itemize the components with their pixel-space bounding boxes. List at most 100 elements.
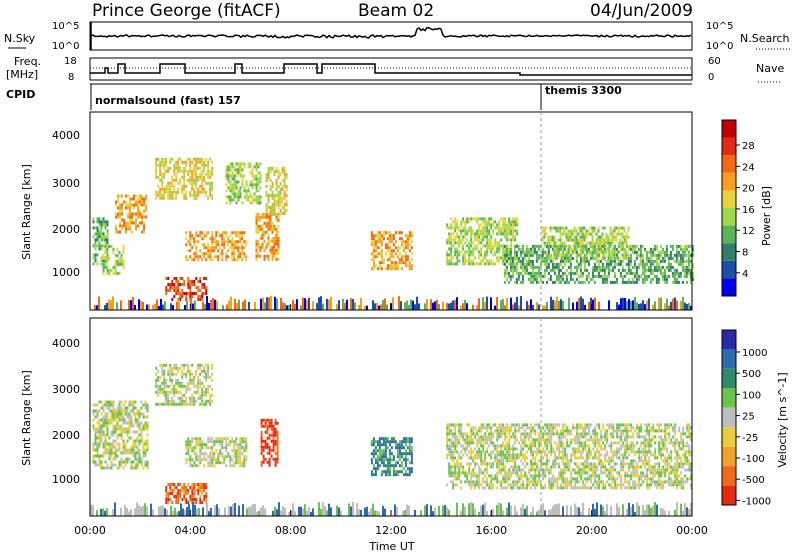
- heatmap-cell: [450, 235, 452, 238]
- heatmap-cell: [117, 248, 119, 251]
- heatmap-cell: [600, 251, 602, 254]
- heatmap-cell: [113, 416, 115, 419]
- heatmap-cell: [101, 259, 103, 262]
- heatmap-cell: [534, 474, 536, 477]
- heatmap-cell: [634, 297, 636, 310]
- heatmap-cell: [179, 400, 181, 403]
- heatmap-cell: [544, 227, 546, 230]
- heatmap-cell: [596, 248, 598, 251]
- heatmap-cell: [550, 269, 552, 272]
- heatmap-cell: [454, 468, 456, 471]
- heatmap-cell: [580, 245, 582, 248]
- heatmap-cell: [119, 263, 121, 266]
- heatmap-cell: [385, 473, 387, 476]
- heatmap-cell: [566, 227, 568, 230]
- heatmap-cell: [652, 260, 654, 263]
- heatmap-cell: [606, 260, 608, 263]
- heatmap-cell: [171, 179, 173, 182]
- heatmap-cell: [239, 461, 241, 464]
- heatmap-cell: [99, 443, 101, 446]
- heatmap-cell: [510, 456, 512, 459]
- heatmap-cell: [516, 278, 518, 281]
- heatmap-cell: [658, 269, 660, 272]
- heatmap-cell: [119, 404, 121, 407]
- heatmap-cell: [121, 419, 123, 422]
- heatmap-cell: [654, 245, 656, 248]
- heatmap-cell: [405, 461, 407, 464]
- heatmap-cell: [161, 197, 163, 200]
- heatmap-cell: [207, 388, 209, 391]
- heatmap-cell: [199, 364, 201, 367]
- heatmap-cell: [201, 283, 203, 286]
- heatmap-cell: [572, 248, 574, 251]
- heatmap-cell: [628, 254, 630, 257]
- heatmap-cell: [452, 459, 454, 462]
- heatmap-cell: [133, 198, 135, 201]
- heatmap-cell: [648, 266, 650, 269]
- heatmap-cell: [532, 266, 534, 269]
- heatmap-cell: [243, 464, 245, 467]
- heatmap-cell: [686, 260, 688, 263]
- heatmap-cell: [502, 232, 504, 235]
- heatmap-cell: [159, 170, 161, 173]
- heatmap-cell: [117, 437, 119, 440]
- heatmap-cell: [602, 236, 604, 239]
- heatmap-cell: [668, 263, 670, 266]
- heatmap-cell: [197, 161, 199, 164]
- heatmap-cell: [582, 299, 584, 310]
- heatmap-cell: [189, 370, 191, 373]
- heatmap-cell: [101, 244, 103, 247]
- heatmap-cell: [274, 200, 276, 203]
- heatmap-cell: [389, 249, 391, 252]
- heatmap-cell: [516, 468, 518, 471]
- heatmap-cell: [582, 257, 584, 260]
- heatmap-cell: [498, 444, 500, 447]
- heatmap-cell: [624, 230, 626, 233]
- heatmap-cell: [598, 245, 600, 248]
- heatmap-cell: [383, 231, 385, 234]
- heatmap-cell: [409, 437, 411, 440]
- heatmap-cell: [138, 299, 140, 310]
- heatmap-cell: [586, 242, 588, 245]
- power-ytick-1000: 1000: [52, 266, 80, 279]
- heatmap-cell: [211, 173, 213, 176]
- heatmap-cell: [472, 429, 474, 432]
- heatmap-cell: [163, 176, 165, 179]
- heatmap-cell: [165, 400, 167, 403]
- heatmap-cell: [393, 255, 395, 258]
- heatmap-cell: [205, 164, 207, 167]
- heatmap-cell: [652, 272, 654, 275]
- heatmap-cell: [111, 269, 113, 272]
- heatmap-cell: [558, 251, 560, 254]
- heatmap-cell: [482, 462, 484, 465]
- heatmap-cell: [510, 471, 512, 474]
- heatmap-cell: [233, 240, 235, 243]
- heatmap-cell: [201, 295, 203, 298]
- heatmap-cell: [163, 391, 165, 394]
- heatmap-cell: [620, 248, 622, 251]
- heatmap-cell: [409, 470, 411, 473]
- heatmap-cell: [448, 444, 450, 447]
- heatmap-cell: [157, 194, 159, 197]
- heatmap-cell: [105, 238, 107, 241]
- heatmap-cell: [634, 245, 636, 248]
- heatmap-cell: [228, 301, 230, 311]
- heatmap-cell: [534, 471, 536, 474]
- heatmap-cell: [480, 229, 482, 232]
- heatmap-cell: [117, 216, 119, 219]
- heatmap-cell: [516, 453, 518, 456]
- heatmap-cell: [133, 410, 135, 413]
- heatmap-cell: [526, 435, 528, 438]
- heatmap-cell: [658, 298, 660, 311]
- heatmap-cell: [494, 429, 496, 432]
- heatmap-cell: [682, 248, 684, 251]
- heatmap-cell: [141, 428, 143, 431]
- heatmap-cell: [157, 403, 159, 406]
- heatmap-cell: [205, 446, 207, 449]
- heatmap-cell: [229, 461, 231, 464]
- heatmap-cell: [456, 441, 458, 444]
- heatmap-cell: [506, 453, 508, 456]
- heatmap-cell: [181, 188, 183, 191]
- heatmap-cell: [672, 275, 674, 278]
- heatmap-cell: [284, 191, 286, 194]
